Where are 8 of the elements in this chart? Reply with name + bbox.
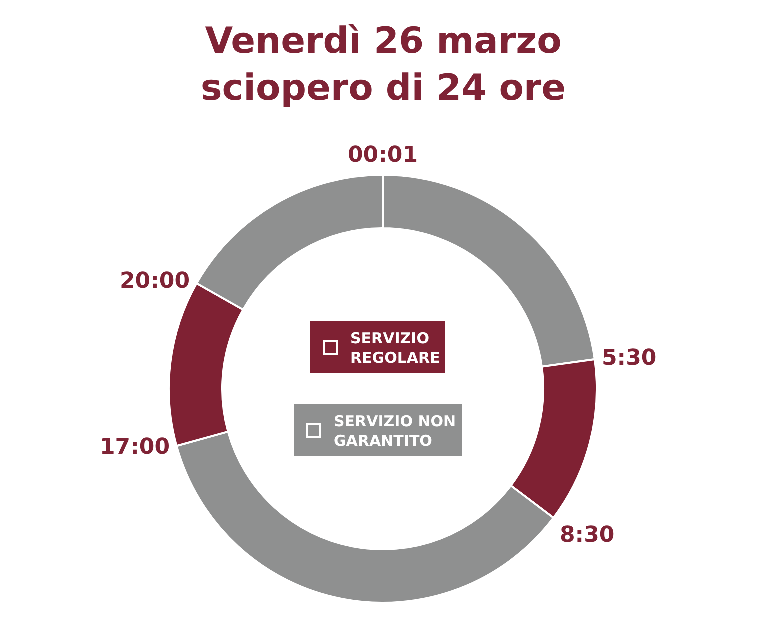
text: 5:30: [602, 346, 657, 371]
legend-label: SERVIZIO REGOLARE: [350, 330, 440, 368]
legend-label: SERVIZIO NON GARANTITO: [334, 412, 456, 450]
text: 00:01: [348, 143, 418, 168]
chart-title: Venerdì 26 marzo sciopero di 24 ore: [200, 21, 566, 109]
text: 17:00: [100, 435, 170, 460]
text: 20:00: [120, 269, 190, 294]
text: 8:30: [560, 523, 615, 548]
